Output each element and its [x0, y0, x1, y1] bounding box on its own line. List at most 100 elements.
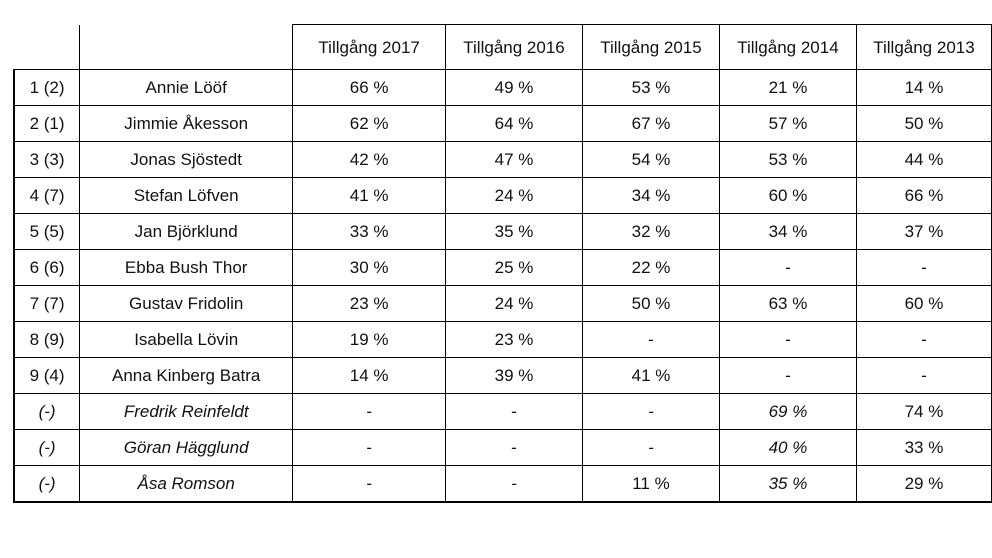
table-row: 5 (5) Jan Björklund 33 % 35 % 32 % 34 % 37 % — [13, 213, 992, 250]
rank-cell: 9 (4) — [13, 357, 81, 394]
name-cell: Ebba Bush Thor — [79, 249, 294, 286]
value-cell: 35 % — [445, 213, 583, 250]
value-cell: 25 % — [445, 249, 583, 286]
name-cell: Fredrik Reinfeldt — [79, 393, 294, 430]
value-cell: 53 % — [718, 141, 857, 178]
value-cell: - — [292, 465, 447, 503]
value-cell: 40 % — [718, 429, 857, 466]
header-2014: Tillgång 2014 — [718, 24, 857, 70]
value-cell: - — [292, 393, 447, 430]
value-cell: 30 % — [292, 249, 447, 286]
header-blank-rank — [14, 24, 81, 70]
value-cell: 66 % — [292, 69, 447, 106]
value-cell: 32 % — [582, 213, 720, 250]
value-cell: 34 % — [718, 213, 857, 250]
value-cell: - — [445, 393, 583, 430]
value-cell: 42 % — [292, 141, 447, 178]
name-cell: Anna Kinberg Batra — [79, 357, 294, 394]
value-cell: 33 % — [855, 429, 992, 466]
header-2013: Tillgång 2013 — [855, 24, 992, 70]
value-cell: 44 % — [855, 141, 992, 178]
value-cell: 50 % — [855, 105, 992, 142]
rank-cell: 5 (5) — [13, 213, 81, 250]
name-cell: Göran Hägglund — [79, 429, 294, 466]
value-cell: - — [445, 465, 583, 503]
value-cell: - — [445, 429, 583, 466]
value-cell: 22 % — [582, 249, 720, 286]
rank-cell: (-) — [13, 393, 81, 430]
rank-cell: 1 (2) — [13, 69, 81, 106]
value-cell: - — [855, 321, 992, 358]
header-2016: Tillgång 2016 — [445, 24, 583, 70]
header-blank-name — [79, 24, 294, 70]
name-cell: Isabella Lövin — [79, 321, 294, 358]
rank-cell: 8 (9) — [13, 321, 81, 358]
name-cell: Annie Lööf — [79, 69, 294, 106]
name-cell: Åsa Romson — [79, 465, 294, 503]
value-cell: - — [855, 357, 992, 394]
value-cell: - — [582, 321, 720, 358]
value-cell: 53 % — [582, 69, 720, 106]
name-cell: Jimmie Åkesson — [79, 105, 294, 142]
header-row: Tillgång 2017 Tillgång 2016 Tillgång 201… — [14, 24, 992, 70]
name-cell: Jonas Sjöstedt — [79, 141, 294, 178]
value-cell: - — [718, 357, 857, 394]
value-cell: 14 % — [292, 357, 447, 394]
value-cell: 67 % — [582, 105, 720, 142]
value-cell: 74 % — [855, 393, 992, 430]
table-row: 9 (4) Anna Kinberg Batra 14 % 39 % 41 % - - — [13, 357, 992, 394]
value-cell: - — [582, 393, 720, 430]
value-cell: 21 % — [718, 69, 857, 106]
value-cell: 69 % — [718, 393, 857, 430]
value-cell: 54 % — [582, 141, 720, 178]
table-row: 7 (7) Gustav Fridolin 23 % 24 % 50 % 63 % 60 % — [13, 285, 992, 322]
name-cell: Gustav Fridolin — [79, 285, 294, 322]
rank-cell: (-) — [13, 429, 81, 466]
table-row: (-) Göran Hägglund - - -40 % 33 % — [13, 429, 992, 466]
value-cell: 19 % — [292, 321, 447, 358]
header-2017: Tillgång 2017 — [292, 24, 447, 70]
value-cell: 50 % — [582, 285, 720, 322]
ranking-table: Tillgång 2017 Tillgång 2016 Tillgång 201… — [13, 24, 992, 503]
value-cell: 64 % — [445, 105, 583, 142]
value-cell: - — [718, 321, 857, 358]
value-cell: 41 % — [292, 177, 447, 214]
value-cell: 23 % — [445, 321, 583, 358]
value-cell: 24 % — [445, 285, 583, 322]
value-cell: 29 % — [855, 465, 992, 503]
rank-cell: 2 (1) — [13, 105, 81, 142]
table-row: (-) Åsa Romson - -11 % 35 % 29 % — [13, 465, 992, 503]
value-cell: 60 % — [718, 177, 857, 214]
value-cell: - — [582, 429, 720, 466]
rank-cell: 3 (3) — [13, 141, 81, 178]
rank-cell: 7 (7) — [13, 285, 81, 322]
table-row: 2 (1) Jimmie Åkesson 62 % 64 % 67 % 57 % 50 % — [13, 105, 992, 142]
value-cell: 66 % — [855, 177, 992, 214]
value-cell: 41 % — [582, 357, 720, 394]
value-cell: 39 % — [445, 357, 583, 394]
header-2015: Tillgång 2015 — [582, 24, 720, 70]
rank-cell: 6 (6) — [13, 249, 81, 286]
value-cell: 57 % — [718, 105, 857, 142]
value-cell: 24 % — [445, 177, 583, 214]
value-cell: 35 % — [718, 465, 857, 503]
table-row: 4 (7) Stefan Löfven 41 % 24 % 34 % 60 % 66 % — [13, 177, 992, 214]
rank-cell: (-) — [13, 465, 81, 503]
value-cell: 11 % — [582, 465, 720, 503]
name-cell: Jan Björklund — [79, 213, 294, 250]
name-cell: Stefan Löfven — [79, 177, 294, 214]
table-row: 8 (9) Isabella Lövin 19 % 23 % - - - — [13, 321, 992, 358]
table-row: (-) Fredrik Reinfeldt - - -69 % 74 % — [13, 393, 992, 430]
value-cell: 37 % — [855, 213, 992, 250]
value-cell: 14 % — [855, 69, 992, 106]
value-cell: - — [855, 249, 992, 286]
value-cell: 60 % — [855, 285, 992, 322]
value-cell: 33 % — [292, 213, 447, 250]
table-row: 1 (2) Annie Lööf 66 % 49 % 53 % 21 % 14 % — [13, 69, 992, 106]
table-row: 6 (6) Ebba Bush Thor 30 % 25 % 22 % - - — [13, 249, 992, 286]
value-cell: 62 % — [292, 105, 447, 142]
table-row: 3 (3) Jonas Sjöstedt 42 % 47 % 54 % 53 % 44 % — [13, 141, 992, 178]
rank-cell: 4 (7) — [13, 177, 81, 214]
value-cell: 49 % — [445, 69, 583, 106]
value-cell: 63 % — [718, 285, 857, 322]
